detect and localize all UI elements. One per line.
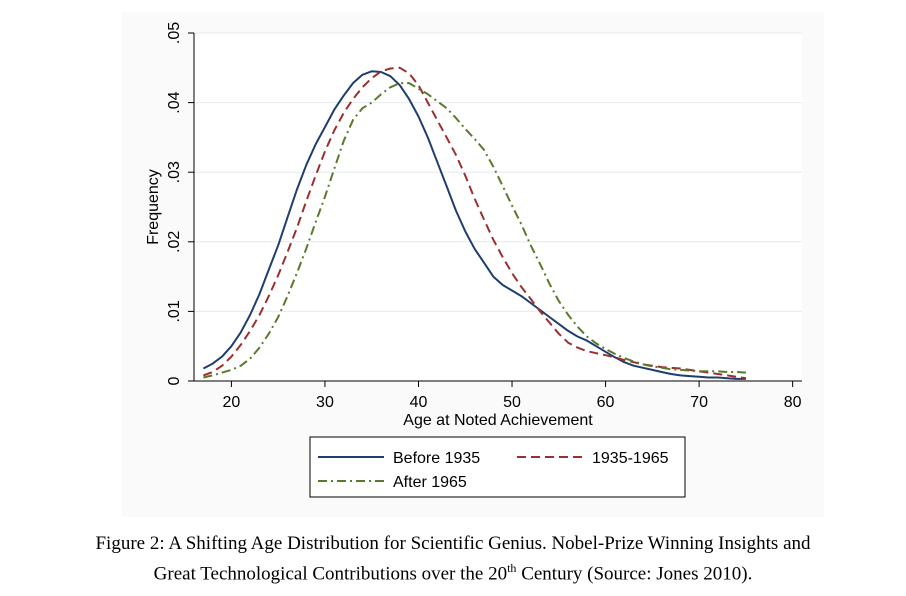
legend-label-1935-1965: 1935-1965 <box>592 450 669 467</box>
x-tick-label-4: 60 <box>597 394 615 411</box>
legend-label-before-1935: Before 1935 <box>393 450 480 467</box>
x-ticks: 20 30 40 50 60 70 80 <box>223 381 802 411</box>
y-tick-label-3: .03 <box>166 161 183 183</box>
legend-label-after-1965: After 1965 <box>393 474 467 491</box>
series-lines <box>202 66 747 380</box>
x-tick-label-2: 40 <box>410 394 428 411</box>
y-ticks: 0 .01 .02 .03 .04 .05 <box>166 22 194 385</box>
figure-caption-line-2: Great Technological Contributions over t… <box>0 561 906 585</box>
y-tick-label-1: .01 <box>166 300 183 322</box>
plot-area <box>194 33 802 381</box>
chart: 20 30 40 50 60 70 80 0 .01 .02 .03 .04 .05 Age at N… <box>145 21 802 498</box>
caption-line-2-start: Great Technological Contributions over t… <box>153 563 508 585</box>
caption-line-2-end: Century (Source: Jones 2010). <box>516 563 753 585</box>
y-tick-label-5: .05 <box>166 22 183 44</box>
x-tick-label-3: 50 <box>503 394 521 411</box>
y-tick-label-0: 0 <box>166 376 183 385</box>
y-tick-label-4: .04 <box>166 91 183 113</box>
legend: Before 1935 1935-1965 After 1965 <box>309 436 686 498</box>
y-axis-label: Frequency <box>145 169 162 245</box>
x-tick-label-5: 70 <box>690 394 708 411</box>
legend-box <box>309 436 686 498</box>
figure-caption-line-1: Figure 2: A Shifting Age Distribution fo… <box>95 533 811 554</box>
x-tick-label-6: 80 <box>784 394 802 411</box>
series-line-before-1935 <box>202 70 746 380</box>
caption-superscript: th <box>507 561 517 575</box>
axes <box>193 33 802 382</box>
gridlines <box>194 32 802 312</box>
x-tick-label-1: 30 <box>316 394 334 411</box>
series-line-1935-1965 <box>203 66 747 380</box>
x-tick-label-0: 20 <box>223 394 241 411</box>
y-tick-label-2: .02 <box>166 231 183 253</box>
series-line-after-1965 <box>203 82 746 379</box>
x-axis-label: Age at Noted Achievement <box>403 412 593 429</box>
